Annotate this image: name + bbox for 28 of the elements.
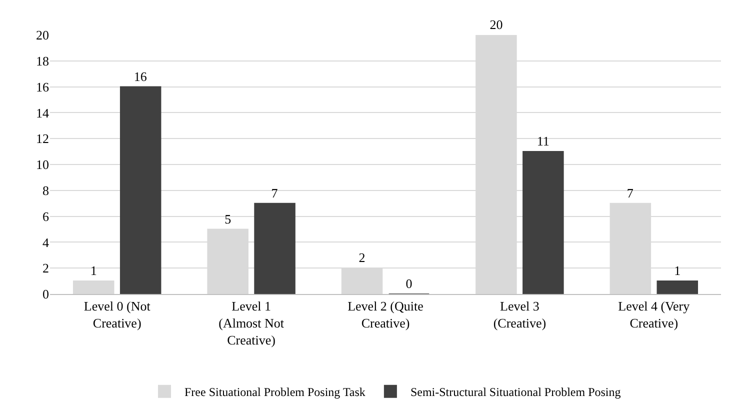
data-label: 7 (271, 185, 278, 200)
data-label: 0 (406, 276, 412, 291)
legend-label: Free Situational Problem Posing Task (184, 385, 366, 400)
x-tick-label: Level 1 (Almost Not Creative) (218, 298, 284, 348)
x-tick-label: Level 2 (Quite Creative) (348, 298, 424, 330)
legend-label: Semi-Structural Situational Problem Posing (410, 385, 621, 400)
data-label: 7 (626, 185, 634, 200)
x-tick-label: Level 3 (Creative) (493, 298, 546, 330)
y-tick-label: 4 (42, 234, 50, 250)
y-tick-label: 6 (42, 208, 50, 224)
data-label: 11 (536, 134, 550, 149)
data-label: 16 (134, 68, 148, 84)
y-tick-label: 16 (36, 79, 50, 94)
y-tick-label: 2 (42, 260, 49, 276)
data-label: 1 (90, 263, 97, 278)
y-tick-label: 14 (36, 105, 50, 120)
y-tick-label: 20 (36, 28, 49, 43)
y-tick-label: 0 (42, 286, 49, 302)
y-tick-label: 8 (42, 182, 49, 198)
y-tick-label: 12 (36, 131, 49, 146)
data-label: 20 (490, 17, 503, 32)
x-tick-label: Level 0 (Not Creative) (84, 298, 151, 330)
y-tick-label: 10 (36, 157, 49, 172)
data-label: 1 (674, 263, 681, 278)
y-tick-label: 18 (36, 53, 49, 68)
data-label: 5 (224, 211, 232, 226)
data-label: 2 (358, 250, 366, 266)
x-tick-label: Level 4 (Very Creative) (618, 298, 690, 330)
